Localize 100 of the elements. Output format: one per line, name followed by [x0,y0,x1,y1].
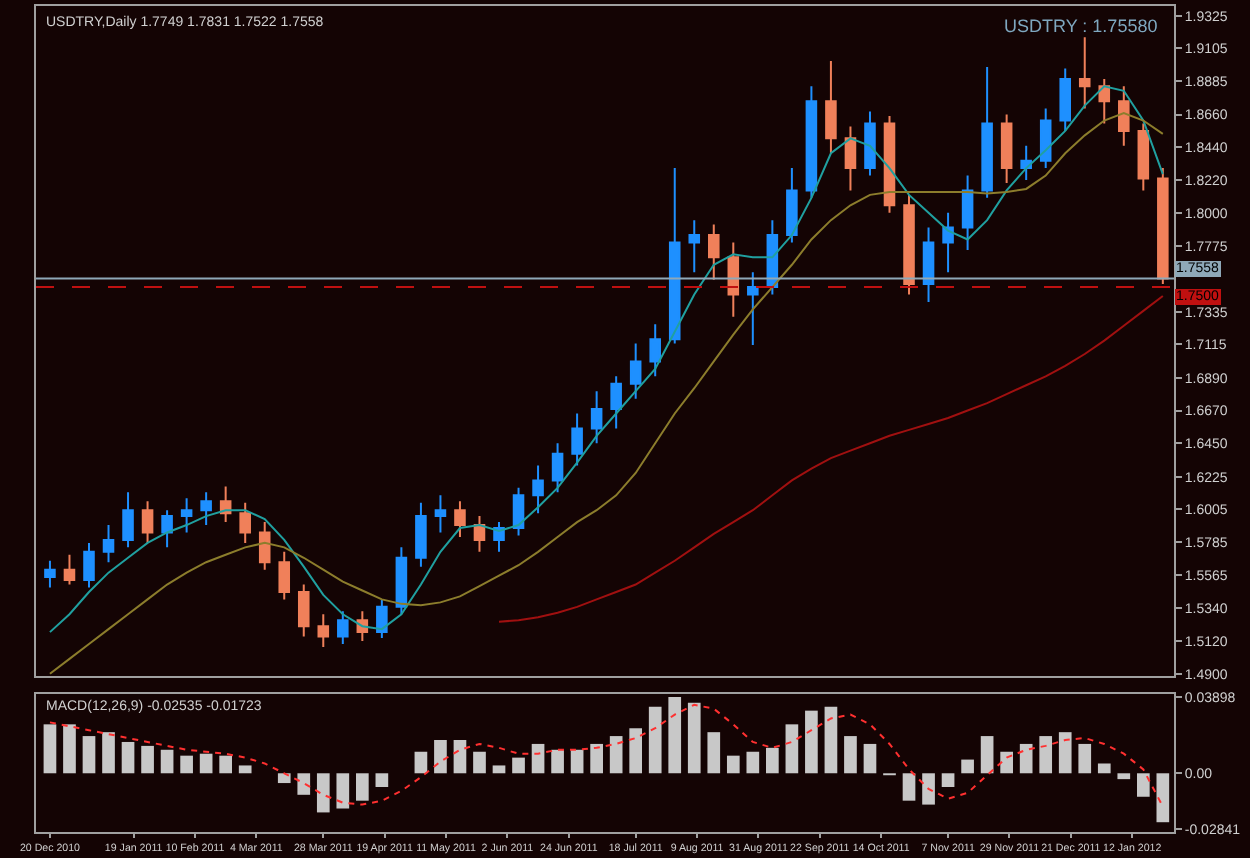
candlestick [629,342,642,400]
bar [687,702,701,774]
bar [609,736,623,774]
bar [726,755,740,774]
candlestick [122,491,134,549]
candlestick [551,442,564,494]
bar [199,753,213,774]
bar [160,749,174,774]
candlestick [278,550,291,601]
candlestick [454,500,466,538]
bar [219,755,233,774]
bar [414,751,428,774]
candlestick [747,271,759,347]
candlestick [610,375,622,430]
bar [473,751,486,774]
candlestick [258,521,271,571]
bar [590,743,603,774]
bar [1058,732,1072,774]
bar [43,724,57,774]
bar [102,732,115,774]
bar [570,749,584,774]
candlestick [1118,85,1130,147]
bar [980,736,994,774]
bar [922,773,935,805]
candlestick [864,110,876,177]
annotation: USDTRY : 1.75580 [1004,16,1158,36]
candlestick [825,60,837,155]
candlestick [903,193,915,296]
bar [434,740,447,774]
bar [492,765,506,774]
candlestick [161,509,173,549]
bar [297,773,311,795]
bar [1156,773,1170,823]
bar [1019,743,1033,774]
candlestick [649,323,661,378]
bar [375,773,389,787]
bar [1078,743,1092,774]
candlestick [844,125,857,192]
bar [63,724,76,774]
line-series [48,703,1164,808]
candlestick [688,219,701,274]
bar [648,706,662,774]
candlestick [415,501,427,568]
bar [1000,751,1013,774]
candlestick [317,613,330,648]
candlestick [668,167,681,345]
bar [512,757,525,774]
bar [805,710,818,774]
candlestick [786,167,798,244]
candlestick [63,553,76,586]
candlestick [571,412,583,467]
bar [629,728,643,774]
bar [766,747,779,774]
candlestick [239,501,251,544]
candlestick [1000,113,1013,184]
candlestick [727,241,740,318]
bar [707,732,721,774]
line-series [498,295,1164,623]
bar [453,740,467,774]
bar [1136,773,1150,797]
candlestick [376,598,388,640]
bar [785,724,799,774]
bar [1097,763,1111,774]
bar [277,773,291,784]
candlestick [337,610,349,646]
candlestick [44,559,56,589]
candlestick [102,524,115,564]
bar [531,743,545,774]
candlestick [395,546,408,616]
candlestick [1078,36,1091,110]
bar [551,749,564,774]
bar [316,773,330,813]
bar [844,736,857,774]
candlestick [1157,167,1169,286]
bar [336,773,350,809]
candlestick [83,541,95,589]
bar [902,773,916,801]
candlestick [922,226,935,303]
bar [1039,736,1053,774]
candlestick [512,486,525,537]
bar [668,696,682,774]
candlestick [981,65,993,199]
bar [941,773,955,787]
candlestick [1020,144,1032,181]
candlestick [200,491,212,527]
bar [863,743,877,774]
bar [141,745,154,774]
bar [180,755,193,774]
candlestick [708,223,720,281]
candlestick [805,85,818,199]
candlestick [1039,107,1052,170]
candlestick [532,464,544,515]
bar [824,706,838,774]
candlestick [180,497,193,534]
candlestick [1098,77,1111,125]
bar [238,765,252,774]
candlestick [297,583,310,638]
candlestick [434,494,447,534]
candlestick [473,515,486,553]
candlestick [961,174,974,251]
